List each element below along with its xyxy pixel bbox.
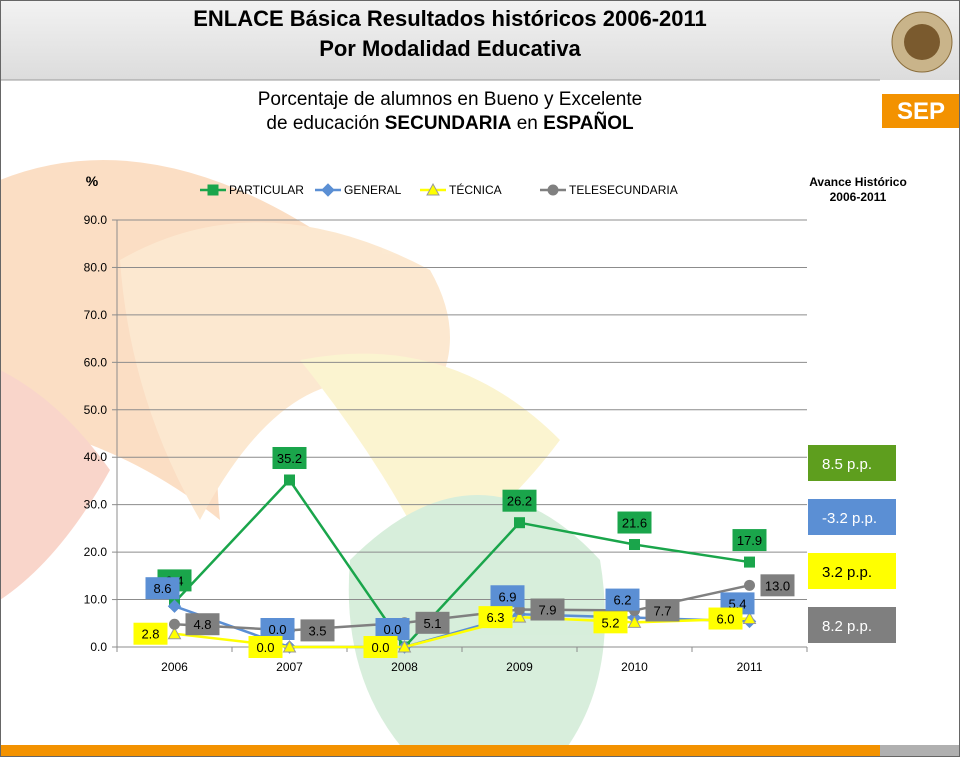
data-label: 4.8 [193,617,211,632]
legend-label: TÉCNICA [449,182,502,197]
y-tick-label: 30.0 [84,498,108,512]
data-label: 0.0 [268,622,286,637]
x-tick-label: 2007 [276,660,303,674]
legend-label: GENERAL [344,183,402,197]
annotation-text: -3.2 p.p. [822,510,877,527]
x-tick-label: 2006 [161,660,188,674]
subtitle-line: Porcentaje de alumnos en Bueno y Excelen… [140,88,760,112]
marker [745,580,755,590]
marker [745,557,755,567]
data-label: 7.7 [653,603,671,618]
marker [548,185,558,195]
data-label: 0.0 [371,640,389,655]
x-tick-label: 2009 [506,660,533,674]
marker [170,619,180,629]
logo-text: SEP [897,98,945,125]
y-tick-label: 40.0 [84,450,108,464]
subtitle-bold: ESPAÑOL [543,113,633,134]
y-tick-label: 80.0 [84,260,108,274]
data-label: 0.0 [383,622,401,637]
marker [208,185,218,195]
x-tick-label: 2010 [621,660,648,674]
y-axis-label: % [86,173,99,189]
data-label: 2.8 [141,627,159,642]
data-label: 6.0 [716,612,734,627]
subtitle-text: de educación [266,113,379,134]
x-tick-label: 2008 [391,660,418,674]
data-label: 7.9 [538,603,556,618]
y-tick-label: 10.0 [84,593,108,607]
legend-label: PARTICULAR [229,183,304,197]
y-tick-label: 50.0 [84,403,108,417]
slide-title: ENLACE Básica Resultados históricos 2006… [193,6,707,31]
logo-eagle [904,24,940,60]
side-title: Avance Histórico [809,175,907,189]
data-label: 26.2 [507,494,532,509]
slide-title: Por Modalidad Educativa [319,36,581,61]
subtitle-bold: SECUNDARIA [385,113,512,134]
x-tick-label: 2011 [737,660,763,674]
annotation-text: 3.2 p.p. [822,564,872,581]
side-title: 2006-2011 [830,190,887,204]
annotation-text: 8.2 p.p. [822,618,872,635]
data-label: 6.2 [613,593,631,608]
subtitle-text: en [517,113,538,134]
data-label: 21.6 [622,516,647,531]
y-tick-label: 70.0 [84,308,108,322]
subtitle: Porcentaje de alumnos en Bueno y Excelen… [140,88,760,136]
data-label: 0.0 [256,640,274,655]
data-label: 3.5 [308,623,326,638]
annotation-text: 8.5 p.p. [822,456,872,473]
y-tick-label: 60.0 [84,355,108,369]
y-tick-label: 90.0 [84,213,108,227]
data-label: 13.0 [765,578,790,593]
data-label: 6.3 [486,610,504,625]
marker [515,518,525,528]
slide: ENLACE Básica Resultados históricos 2006… [0,0,960,757]
marker [630,540,640,550]
y-tick-label: 20.0 [84,545,108,559]
data-label: 35.2 [277,451,302,466]
footer-bar [0,745,880,757]
legend-label: TELESECUNDARIA [569,183,678,197]
data-label: 17.9 [737,533,762,548]
data-label: 5.1 [423,616,441,631]
footer-bar [880,745,960,757]
y-tick-label: 0.0 [90,640,107,654]
data-label: 8.6 [153,581,171,596]
data-label: 5.2 [601,615,619,630]
marker [322,184,334,196]
data-label: 6.9 [498,589,516,604]
subtitle-line: de educación SECUNDARIA en ESPAÑOL [140,112,760,136]
marker [285,475,295,485]
